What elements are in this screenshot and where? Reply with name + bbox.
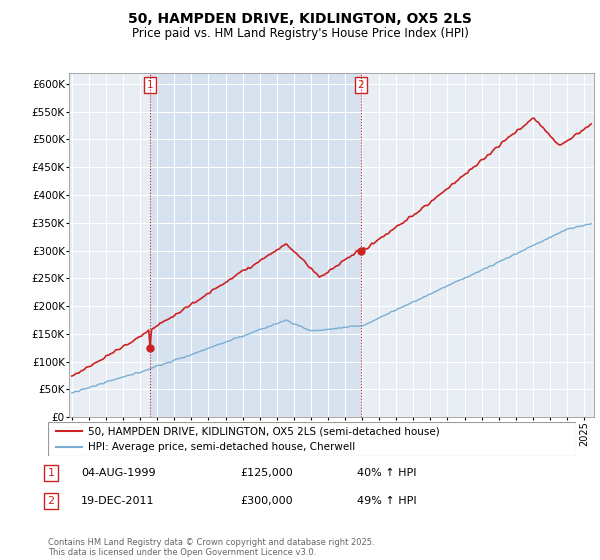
Text: £125,000: £125,000 [240, 468, 293, 478]
Text: 04-AUG-1999: 04-AUG-1999 [81, 468, 155, 478]
Text: 19-DEC-2011: 19-DEC-2011 [81, 496, 155, 506]
Text: 50, HAMPDEN DRIVE, KIDLINGTON, OX5 2LS (semi-detached house): 50, HAMPDEN DRIVE, KIDLINGTON, OX5 2LS (… [88, 426, 439, 436]
Text: HPI: Average price, semi-detached house, Cherwell: HPI: Average price, semi-detached house,… [88, 442, 355, 452]
Text: 40% ↑ HPI: 40% ↑ HPI [357, 468, 416, 478]
Text: £300,000: £300,000 [240, 496, 293, 506]
Text: Contains HM Land Registry data © Crown copyright and database right 2025.
This d: Contains HM Land Registry data © Crown c… [48, 538, 374, 557]
Text: 2: 2 [47, 496, 55, 506]
Text: 1: 1 [47, 468, 55, 478]
Text: 50, HAMPDEN DRIVE, KIDLINGTON, OX5 2LS: 50, HAMPDEN DRIVE, KIDLINGTON, OX5 2LS [128, 12, 472, 26]
Text: 2: 2 [358, 80, 364, 90]
Text: Price paid vs. HM Land Registry's House Price Index (HPI): Price paid vs. HM Land Registry's House … [131, 27, 469, 40]
Bar [150, 73, 361, 417]
Text: 49% ↑ HPI: 49% ↑ HPI [357, 496, 416, 506]
Text: 1: 1 [147, 80, 154, 90]
